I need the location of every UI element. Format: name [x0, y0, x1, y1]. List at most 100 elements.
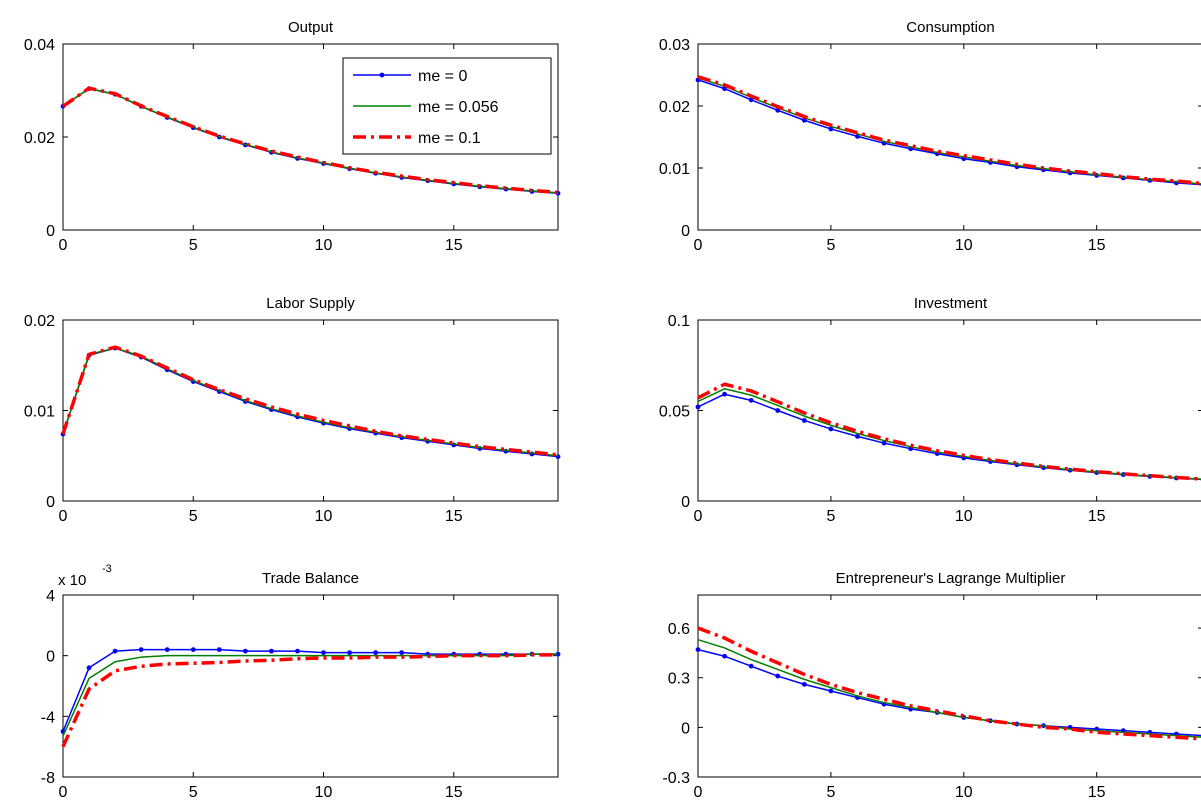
series-line-1 — [62, 347, 559, 458]
y-tick-label: 0 — [46, 223, 55, 240]
chart-title: Trade Balance — [262, 570, 359, 587]
data-point — [164, 647, 170, 652]
plot-frame — [697, 319, 1201, 502]
axis-exponent: x 10 — [58, 572, 86, 589]
y-tick-label: 0.02 — [24, 313, 55, 330]
chart-title: Output — [288, 19, 334, 36]
data-point — [695, 404, 701, 410]
y-tick-label: 0 — [681, 223, 690, 240]
chart-panel-4: Investment 0 5 10 15 0 0.05 0.1 — [659, 295, 1201, 525]
x-tick-label: 5 — [826, 784, 835, 801]
plot-frame — [697, 43, 1201, 231]
chart-title: Entrepreneur's Lagrange Multiplier — [836, 570, 1066, 587]
series-line-2 — [62, 653, 558, 737]
y-tick-label: 0.01 — [24, 404, 55, 421]
data-point — [321, 650, 326, 656]
series-line-3 — [697, 75, 1201, 186]
series-line-3 — [697, 626, 1201, 741]
data-point — [112, 648, 118, 654]
y-tick-label: 0.3 — [668, 671, 690, 688]
data-point — [881, 440, 887, 446]
y-tick-label: 0.01 — [659, 161, 690, 178]
y-tick-label: 0 — [681, 494, 690, 511]
y-tick-label: 0.02 — [24, 130, 55, 147]
y-tick-label: 0.04 — [24, 37, 55, 54]
series-line-3 — [62, 86, 559, 195]
chart-title: Labor Supply — [266, 295, 355, 312]
series-line-1 — [62, 648, 558, 732]
data-point — [775, 408, 781, 413]
x-tick-label: 15 — [445, 784, 463, 801]
x-tick-label: 5 — [189, 508, 198, 525]
y-tick-label: -8 — [41, 770, 55, 787]
y-tick-label: 4 — [46, 588, 55, 605]
data-point — [775, 107, 781, 113]
data-point — [695, 647, 701, 652]
plot-frame — [697, 594, 1201, 778]
y-tick-label: 0 — [46, 494, 55, 511]
x-tick-label: 15 — [1088, 784, 1106, 801]
y-tick-label: 0.05 — [659, 404, 690, 421]
y-tick-label: 0.03 — [659, 37, 690, 54]
x-tick-label: 15 — [445, 237, 463, 254]
data-point — [748, 663, 754, 669]
data-point — [722, 391, 727, 397]
x-tick-label: 10 — [955, 237, 973, 254]
data-point — [242, 648, 248, 654]
chart-panel-3: Labor Supply 0 5 10 15 0 0.01 0.02 — [24, 295, 561, 525]
series-line-3 — [697, 382, 1201, 481]
y-tick-label: 0 — [681, 720, 690, 737]
data-point — [828, 688, 834, 694]
x-tick-label: 10 — [955, 508, 973, 525]
y-tick-label: -4 — [41, 709, 55, 726]
y-tick-label: -0.3 — [662, 770, 690, 787]
x-tick-label: 5 — [189, 237, 198, 254]
x-tick-label: 0 — [59, 784, 68, 801]
y-tick-label: 0.6 — [668, 621, 690, 638]
data-point — [722, 653, 727, 659]
x-tick-label: 10 — [315, 784, 333, 801]
data-point — [295, 648, 300, 654]
plot-frame — [62, 319, 559, 502]
chart-panel-5: Trade Balance 0 5 10 15 -8 -4 0 4x 10 -3 — [41, 563, 561, 801]
chart-title: Investment — [914, 295, 988, 312]
data-point — [190, 647, 196, 652]
data-point — [828, 426, 834, 432]
data-point — [855, 433, 860, 439]
x-tick-label: 0 — [694, 237, 703, 254]
data-point — [269, 648, 274, 654]
legend-label-1: me = 0 — [418, 68, 467, 85]
legend-label-2: me = 0.056 — [418, 99, 499, 116]
data-point — [801, 418, 807, 423]
y-tick-label: 0 — [46, 649, 55, 666]
y-tick-label: 0.1 — [668, 313, 690, 330]
data-point — [138, 647, 144, 652]
data-point — [855, 133, 860, 139]
data-point — [373, 650, 379, 656]
x-tick-label: 0 — [694, 784, 703, 801]
series-line-3 — [61, 345, 559, 457]
axis-exponent-power: -3 — [102, 563, 112, 575]
data-point — [748, 397, 754, 403]
chart-title: Consumption — [906, 19, 994, 36]
data-point — [828, 126, 834, 132]
x-tick-label: 0 — [59, 237, 68, 254]
x-tick-label: 15 — [1088, 508, 1106, 525]
legend-label-3: me = 0.1 — [418, 130, 481, 147]
x-tick-label: 10 — [315, 508, 333, 525]
x-tick-label: 10 — [955, 784, 973, 801]
x-tick-label: 5 — [189, 784, 198, 801]
data-point — [86, 665, 92, 671]
x-tick-label: 5 — [826, 237, 835, 254]
x-tick-label: 5 — [826, 508, 835, 525]
chart-panel-2: Consumption 0 5 10 15 0 0.01 0.02 0.03 — [659, 19, 1201, 254]
legend-marker — [379, 72, 385, 78]
x-tick-label: 0 — [59, 508, 68, 525]
x-tick-label: 0 — [694, 508, 703, 525]
x-tick-label: 15 — [445, 508, 463, 525]
legend: me = 0 me = 0.056 me = 0.1 — [342, 57, 552, 155]
chart-panel-6: Entrepreneur's Lagrange Multiplier 0 5 10 15… — [662, 570, 1201, 801]
data-point — [399, 650, 405, 656]
